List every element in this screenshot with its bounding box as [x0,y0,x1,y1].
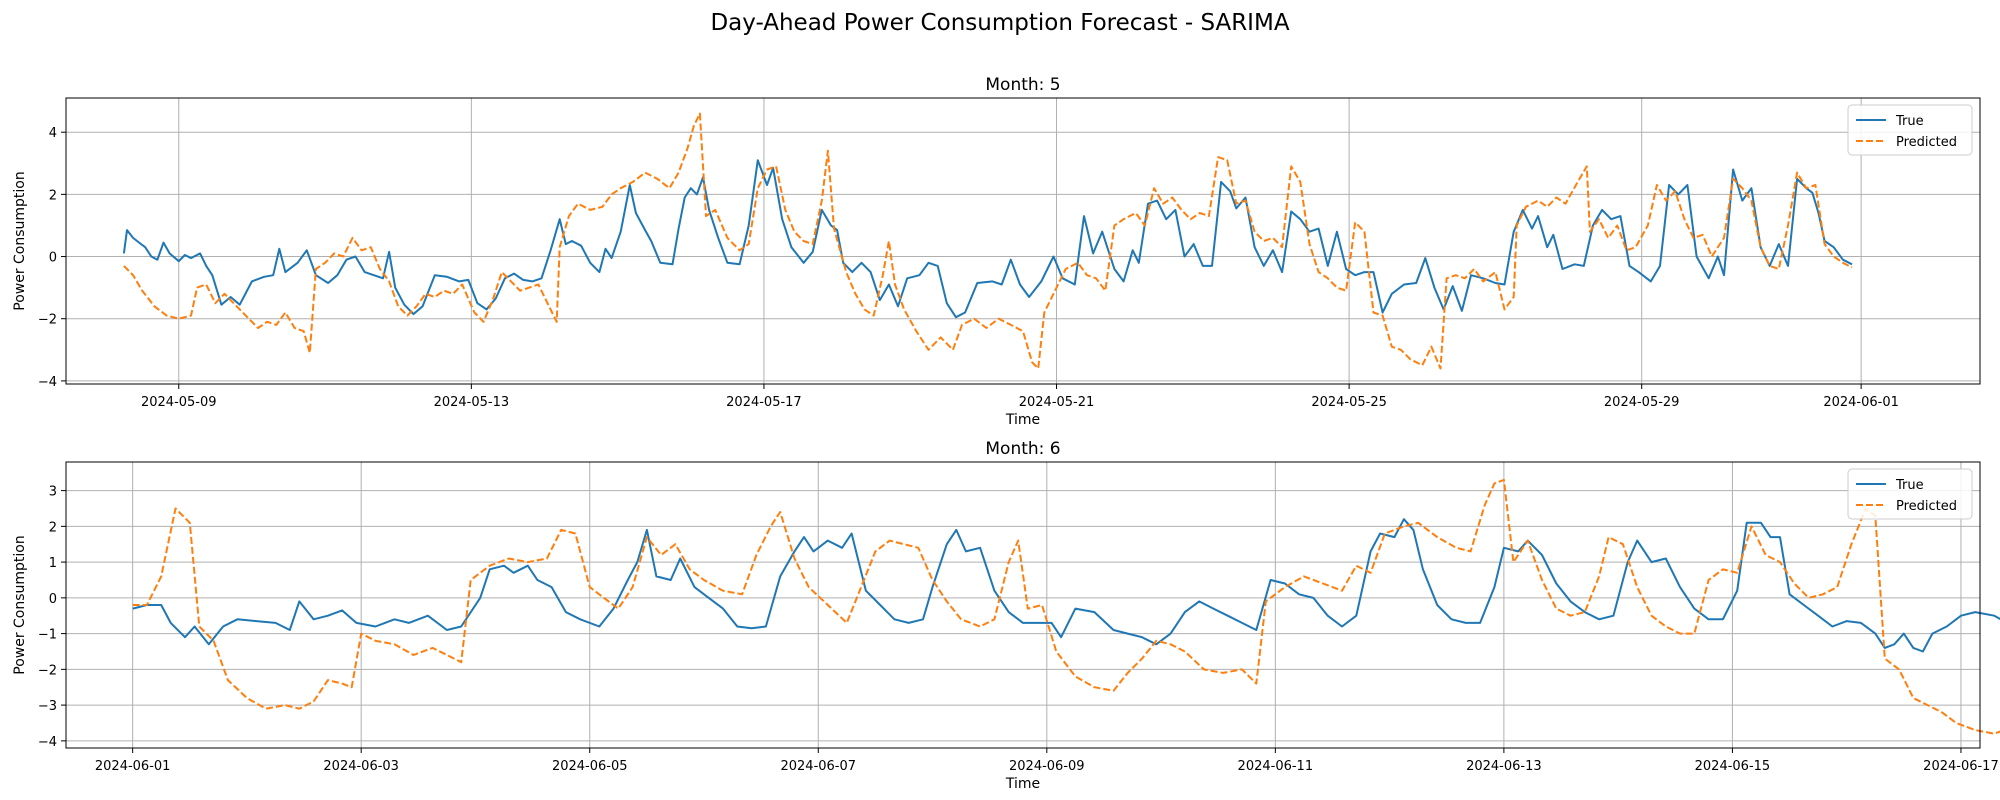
y-tick-label: 4 [49,126,57,141]
y-tick-label: 3 [49,485,57,500]
legend: True Predicted [1847,104,1973,156]
x-tick-label: 2024-05-09 [141,395,217,410]
x-tick-label: 2024-05-25 [1311,395,1387,410]
series-line-true [122,159,1853,319]
y-tick-label: 0 [49,251,57,266]
legend-label-predicted: Predicted [1896,135,1957,150]
legend: True Predicted [1847,468,1973,520]
x-tick-label: 2024-06-01 [1823,395,1899,410]
y-axis-label: Power Consumption [12,171,28,311]
subplot-2: 2024-06-01 2024-06-03 2024-06-05 2024-06-07… [12,439,2000,792]
subplot-1: 2024-05-09 2024-05-13 2024-05-17 2024-05-21… [12,75,1981,428]
x-tick-label: 2024-06-17 [1923,759,1999,774]
x-tick-label: 2024-06-01 [95,759,171,774]
y-axis-label: Power Consumption [12,535,28,675]
x-tick-label: 2024-05-29 [1604,395,1680,410]
x-tick-label: 2024-06-05 [552,759,628,774]
legend-box [1847,468,1973,520]
subplot-title: Month: 5 [985,75,1060,95]
plot-frame [65,97,1981,385]
series-line-predicted [123,112,1853,370]
y-tick-label: −2 [38,663,57,678]
x-tick-label: 2024-06-11 [1238,759,1314,774]
x-tick-label: 2024-05-21 [1019,395,1095,410]
y-tick-label: −4 [38,735,57,750]
y-tick-label: 0 [49,592,57,607]
subplot-title: Month: 6 [985,439,1060,459]
x-tick-label: 2024-06-09 [1009,759,1085,774]
y-tick-label: −1 [38,628,57,643]
legend-label-predicted: Predicted [1896,499,1957,514]
series-line-true [132,518,2000,653]
y-tick-label: −2 [38,313,57,328]
x-tick-label: 2024-05-17 [726,395,802,410]
x-axis-label: Time [1005,412,1040,428]
y-tick-label: 1 [49,556,57,571]
plot-frame [65,461,1981,749]
x-tick-label: 2024-06-03 [323,759,399,774]
x-tick-label: 2024-05-13 [434,395,510,410]
y-tick-label: −4 [38,375,57,390]
y-tick-label: −3 [38,699,57,714]
legend-label-true: True [1895,478,1924,493]
series-line-predicted [132,478,2000,735]
x-tick-label: 2024-06-07 [780,759,856,774]
figure-title: Day-Ahead Power Consumption Forecast - S… [710,10,1290,36]
x-tick-label: 2024-06-13 [1466,759,1542,774]
y-tick-label: 2 [49,188,57,203]
legend-label-true: True [1895,114,1924,129]
x-axis-label: Time [1005,776,1040,792]
legend-box [1847,104,1973,156]
y-tick-label: 2 [49,520,57,535]
x-tick-label: 2024-06-15 [1695,759,1771,774]
